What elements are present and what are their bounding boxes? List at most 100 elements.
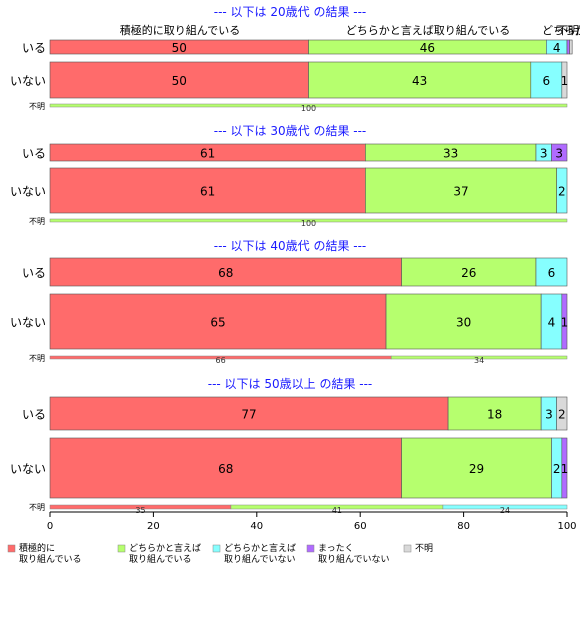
group-title: --- 以下は 40歳代 の結果 --- [214, 239, 367, 253]
bar-segment [561, 437, 568, 499]
data-label: 68 [218, 462, 233, 476]
data-label: 50 [172, 41, 187, 55]
data-label: 65 [210, 316, 225, 330]
data-label: 61 [200, 185, 215, 199]
row-label: いない [10, 316, 46, 330]
x-tick-label: 0 [47, 521, 53, 532]
legend-swatch [212, 544, 221, 553]
data-label: 43 [412, 74, 427, 88]
x-tick-label: 80 [457, 521, 470, 532]
data-label: 35 [135, 506, 145, 515]
data-label: 46 [420, 41, 435, 55]
bar-segment [556, 396, 568, 431]
data-label: 26 [461, 266, 476, 280]
bar-segment [390, 355, 568, 360]
row-label: 不明 [29, 354, 45, 363]
legend-label: 不明 [415, 543, 433, 554]
data-label: 6 [542, 74, 550, 88]
bar-segment [401, 437, 552, 499]
row-label: 不明 [29, 102, 45, 111]
data-label: 3 [555, 147, 563, 161]
bar-segment [49, 103, 568, 108]
x-tick-label: 40 [250, 521, 263, 532]
data-label: 37 [453, 185, 468, 199]
legend-label: 取り組んでいる [129, 553, 192, 565]
category-label: 積極的に取り組んでいる [120, 23, 240, 37]
data-label: 1 [561, 462, 569, 476]
data-label: 18 [487, 408, 502, 422]
data-label: 29 [469, 462, 484, 476]
legend-swatch [7, 544, 16, 553]
legend-label: 取り組んでいる [19, 553, 82, 565]
row-label: いる [22, 266, 46, 280]
row-label: 不明 [29, 503, 45, 512]
data-label: 2 [558, 185, 566, 199]
group-title: --- 以下は 20歳代 の結果 --- [214, 5, 367, 19]
bar-segment [49, 61, 309, 99]
data-label: 6 [548, 266, 556, 280]
data-label: 2 [553, 462, 561, 476]
bar-segment [385, 293, 542, 350]
row-label: いる [22, 41, 46, 55]
data-label: 100 [301, 104, 316, 113]
data-label: 1 [561, 74, 569, 88]
category-label: どちらかと言えば取り組んでいる [346, 24, 510, 37]
bar-segment [401, 257, 537, 287]
data-label: 3 [540, 147, 548, 161]
data-label: 3 [545, 408, 553, 422]
bar-segment [569, 39, 573, 55]
data-label: 61 [200, 147, 215, 161]
data-label: 2 [558, 408, 566, 422]
row-label: いない [10, 462, 46, 476]
group-title: --- 以下は 30歳代 の結果 --- [214, 124, 367, 138]
data-label: 1 [561, 316, 569, 330]
legend-swatch [306, 544, 315, 553]
legend-label: 積極的に [19, 542, 55, 554]
data-label: 24 [500, 506, 510, 515]
bar-segment [561, 61, 568, 99]
data-label: 50 [172, 74, 187, 88]
bar-segment [561, 293, 568, 350]
group-title: --- 以下は 50歳以上 の結果 --- [208, 377, 373, 391]
legend-label: まったく [318, 543, 354, 554]
data-label: 41 [332, 506, 342, 515]
data-label: 4 [553, 41, 561, 55]
x-tick-label: 100 [557, 521, 576, 532]
x-tick-label: 20 [147, 521, 160, 532]
data-label: 68 [218, 266, 233, 280]
legend-label: 取り組んでいない [224, 553, 296, 565]
row-label: いない [10, 74, 46, 88]
bar-segment [442, 504, 568, 510]
row-label: 不明 [29, 217, 45, 226]
bar-segment [49, 257, 402, 287]
bar-segment [556, 167, 568, 214]
legend-label: どちらかと言えば [129, 542, 201, 554]
bar-segment [49, 167, 366, 214]
bar-segment [535, 257, 568, 287]
data-label: 33 [443, 147, 458, 161]
row-label: いる [22, 408, 46, 422]
legend-label: 取り組んでいない [318, 553, 390, 565]
bar-segment [551, 143, 568, 162]
bar-segment [49, 293, 387, 350]
data-label: 100 [301, 219, 316, 228]
data-label: 66 [216, 356, 226, 365]
data-label: 30 [456, 316, 471, 330]
data-label: 34 [474, 356, 484, 365]
legend-label: どちらかと言えば [224, 542, 296, 554]
bar-segment [49, 437, 402, 499]
data-label: 4 [548, 316, 556, 330]
bar-segment [447, 396, 542, 431]
row-label: いる [22, 147, 46, 161]
bar-segment [566, 39, 570, 55]
bar-segment [308, 61, 532, 99]
bar-segment [49, 396, 449, 431]
bar-segment [49, 218, 568, 223]
legend-swatch [403, 544, 412, 553]
category-label: どちらかと [542, 24, 580, 37]
row-label: いない [10, 185, 46, 199]
data-label: 77 [241, 408, 256, 422]
legend-swatch [117, 544, 126, 553]
x-tick-label: 60 [354, 521, 367, 532]
